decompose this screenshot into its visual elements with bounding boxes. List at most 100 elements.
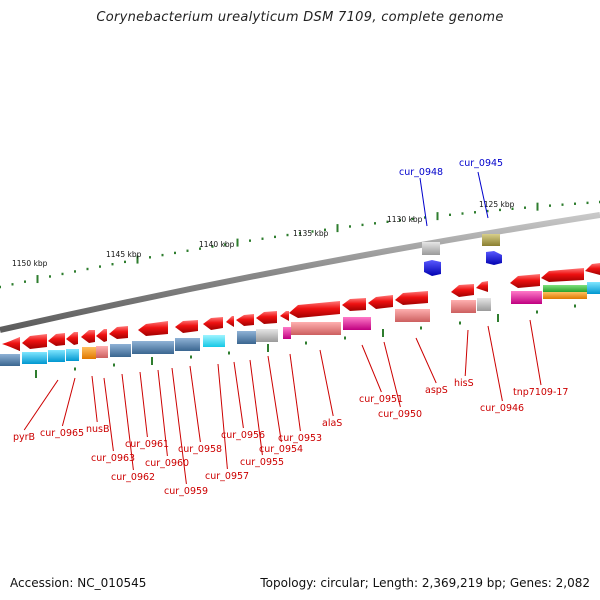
gene-label: cur_0951 <box>359 394 403 405</box>
gene-a15 <box>342 298 366 311</box>
feat-salmon-3 <box>395 309 430 322</box>
feat-aqua <box>203 335 225 347</box>
leader-line <box>121 373 134 471</box>
gene-a21 <box>541 268 584 282</box>
feat-gray-1 <box>256 329 278 342</box>
feat-pink-3 <box>511 291 542 304</box>
accession-text: Accession: NC_010545 <box>10 576 147 590</box>
gene-a12 <box>256 311 277 324</box>
feature-ticks <box>35 304 576 378</box>
gene-a11 <box>236 314 254 326</box>
ruler-ticks <box>0 200 600 289</box>
gene-label: cur_0961 <box>125 439 169 450</box>
gene-a1 <box>22 334 47 349</box>
ruler-label: 1140 kbp <box>199 240 235 249</box>
feat-pink-1 <box>283 327 291 339</box>
gene-a5 <box>96 329 107 342</box>
gene-labels: pyrB cur_0965 nusB cur_0963 cur_0962 cur_0961… <box>13 158 568 497</box>
gene-label: cur_0963 <box>91 453 135 464</box>
feat-orange <box>82 347 96 359</box>
leader-line <box>319 349 334 417</box>
feat-cyan-4 <box>66 349 79 361</box>
gene-cur_0945 <box>486 251 502 265</box>
feat-cyan-3 <box>48 350 65 362</box>
gene-label: cur_0945 <box>459 158 503 169</box>
leader-line <box>103 377 114 452</box>
leader-line <box>289 353 301 432</box>
feat-steel-1 <box>110 344 131 357</box>
ruler-label: 1130 kbp <box>387 215 423 224</box>
leader-line <box>217 363 228 470</box>
gene-a7 <box>138 321 168 336</box>
gene-label: pyrB <box>13 432 35 443</box>
leader-line <box>383 341 401 408</box>
gene-a8 <box>175 320 198 333</box>
label-leader-lines <box>23 171 542 485</box>
gene-label: cur_0965 <box>40 428 84 439</box>
feat-gray-2 <box>477 298 491 311</box>
ruler-labels: 1150 kbp 1145 kbp 1140 kbp 1135 kbp 1130 kbp… <box>12 200 515 268</box>
feat-salmon-4 <box>451 300 476 313</box>
gene-label: tnp7109-17 <box>513 387 568 398</box>
gene-label: cur_0948 <box>399 167 443 178</box>
gene-alaS <box>289 301 340 318</box>
leader-line <box>233 361 244 429</box>
gene-a4 <box>81 330 95 343</box>
gene-label: cur_0953 <box>278 433 322 444</box>
gene-a13 <box>280 311 289 321</box>
gene-track-reverse <box>0 282 600 366</box>
gene-label: nusB <box>86 424 110 435</box>
gene-label: cur_0956 <box>221 430 265 441</box>
genome-backbone <box>0 212 600 333</box>
leader-line <box>267 355 282 443</box>
feat-salmon-2 <box>291 322 341 335</box>
gene-a22 <box>585 263 600 275</box>
feat-steel-2 <box>132 341 174 354</box>
feat-salmon-1 <box>96 346 108 358</box>
leader-line <box>189 365 201 443</box>
gene-a6 <box>109 326 128 339</box>
leader-line <box>464 329 469 377</box>
feat-orange-2 <box>543 292 587 299</box>
ruler-label: 1125 kbp <box>479 200 515 209</box>
gene-label: cur_0958 <box>178 444 222 455</box>
ruler-label: 1150 kbp <box>12 259 48 268</box>
gene-label: cur_0955 <box>240 457 284 468</box>
leader-line <box>477 171 489 219</box>
gene-track-forward <box>2 263 600 351</box>
leader-line <box>61 377 76 427</box>
gene-a16 <box>368 295 393 309</box>
leader-line <box>419 177 428 227</box>
leader-line <box>415 337 437 384</box>
genome-title: Corynebacterium urealyticum DSM 7109, co… <box>96 10 504 25</box>
leader-line <box>23 379 59 431</box>
gene-hisS-top <box>451 284 474 297</box>
gene-label: hisS <box>454 378 474 389</box>
ruler-label: 1145 kbp <box>106 250 142 259</box>
gene-a20 <box>510 274 540 288</box>
gene-a17 <box>395 291 428 305</box>
feat-steel-4 <box>237 331 256 344</box>
leader-line <box>91 375 98 423</box>
gene-a19 <box>476 281 488 292</box>
gene-pyrB-body <box>3 337 20 351</box>
leader-line <box>361 344 382 393</box>
feat-green <box>543 285 587 293</box>
gene-cur_0948 <box>424 260 441 276</box>
upper-features <box>422 234 502 276</box>
gene-label: cur_0962 <box>111 472 155 483</box>
leader-line <box>157 369 168 457</box>
feat-steel-3 <box>175 338 200 351</box>
feat-cyan-1 <box>0 354 20 366</box>
leader-line <box>139 371 148 438</box>
ruler-label: 1135 kbp <box>293 229 329 238</box>
feat-cyan-2 <box>22 352 47 364</box>
gene-label: cur_0960 <box>145 458 189 469</box>
leader-line <box>249 359 263 456</box>
gene-label: cur_0957 <box>205 471 249 482</box>
leader-line <box>529 319 542 386</box>
gene-a2 <box>48 333 65 346</box>
gene-label: cur_0950 <box>378 409 422 420</box>
feat-olive-top <box>482 234 500 246</box>
